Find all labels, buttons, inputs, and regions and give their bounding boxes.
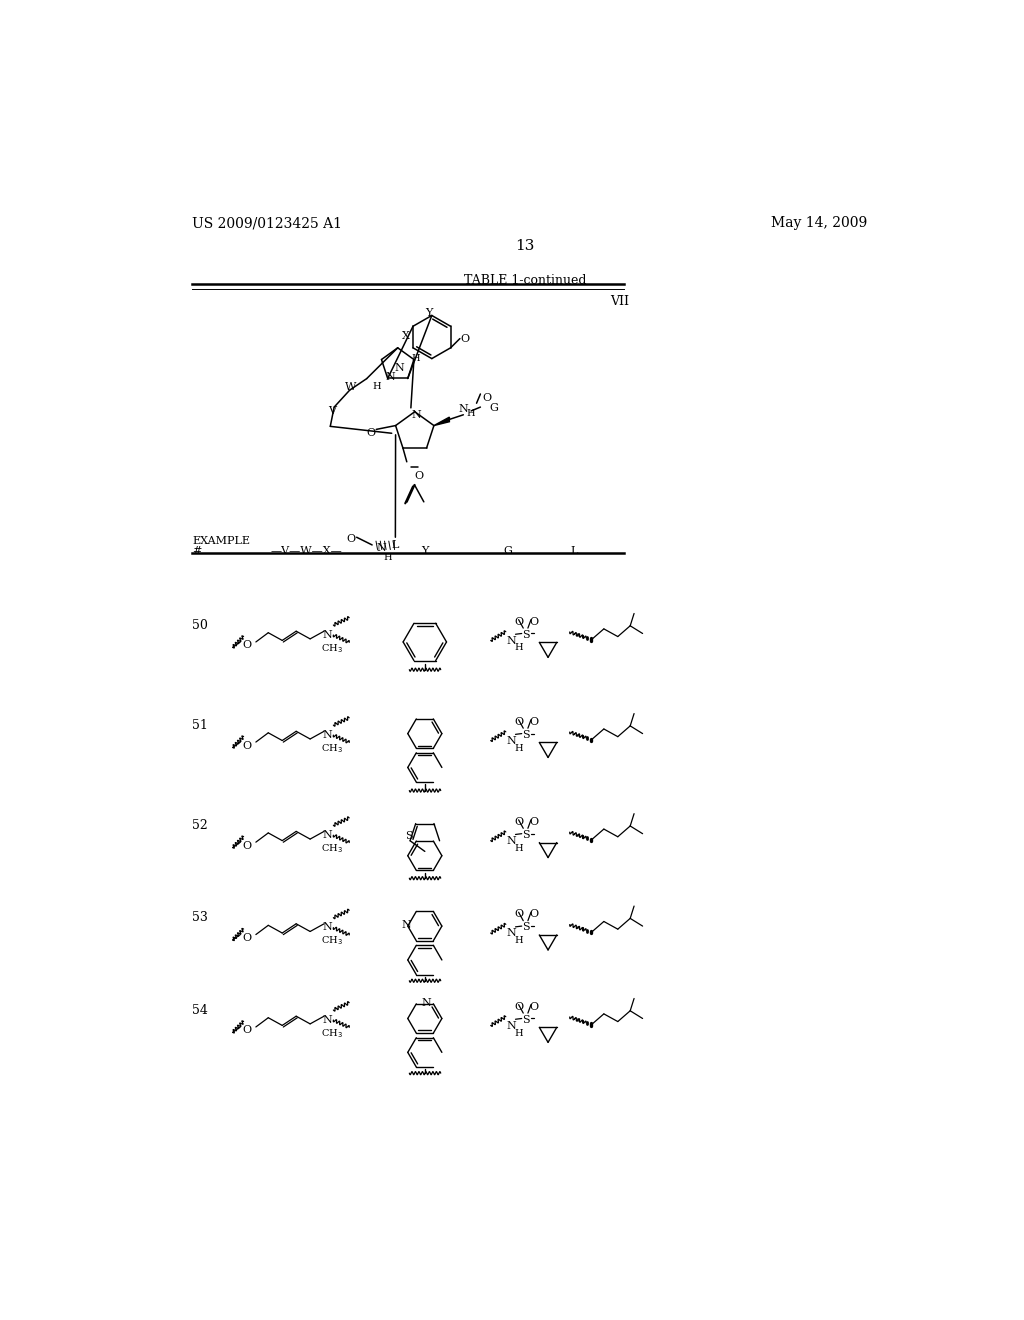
Text: O: O (482, 393, 492, 403)
Text: CH$_3$: CH$_3$ (321, 642, 343, 655)
Text: N: N (506, 836, 516, 846)
Text: O: O (346, 535, 355, 544)
Text: N: N (506, 928, 516, 939)
Text: CH$_3$: CH$_3$ (321, 935, 343, 948)
Text: N: N (376, 544, 386, 553)
Text: N: N (323, 1015, 332, 1024)
Text: H: H (514, 843, 522, 853)
Text: CH$_3$: CH$_3$ (321, 742, 343, 755)
Text: N: N (323, 630, 332, 640)
Text: O: O (367, 428, 375, 438)
Text: EXAMPLE: EXAMPLE (193, 536, 250, 545)
Text: S: S (521, 830, 529, 840)
Text: CH$_3$: CH$_3$ (321, 1027, 343, 1040)
Text: N: N (385, 372, 395, 383)
Text: S: S (521, 923, 529, 932)
Text: N: N (323, 730, 332, 739)
Text: H: H (514, 644, 522, 652)
Text: H: H (412, 354, 420, 363)
Text: —V—W—X—: —V—W—X— (270, 545, 342, 556)
Text: 13: 13 (515, 239, 535, 253)
Text: 53: 53 (193, 911, 208, 924)
Text: O: O (242, 640, 251, 651)
Text: N: N (412, 411, 422, 420)
Text: O: O (514, 616, 523, 627)
Text: O: O (529, 817, 539, 826)
Text: S: S (521, 630, 529, 640)
Text: O: O (514, 717, 523, 726)
Text: H: H (514, 743, 522, 752)
Text: N: N (459, 404, 468, 414)
Text: X: X (402, 330, 411, 341)
Text: L: L (570, 545, 578, 556)
Text: US 2009/0123425 A1: US 2009/0123425 A1 (193, 216, 342, 230)
Text: S: S (521, 730, 529, 739)
Text: L: L (391, 540, 399, 549)
Text: O: O (529, 717, 539, 726)
Text: N: N (506, 737, 516, 746)
Text: May 14, 2009: May 14, 2009 (771, 216, 867, 230)
Text: V: V (328, 405, 336, 416)
Text: O: O (461, 334, 470, 345)
Text: N: N (506, 1020, 516, 1031)
Text: N: N (323, 923, 332, 932)
Text: N: N (506, 636, 516, 645)
Text: O: O (529, 909, 539, 919)
Polygon shape (434, 417, 450, 425)
Text: 52: 52 (193, 818, 208, 832)
Text: G: G (489, 403, 499, 413)
Text: CH$_3$: CH$_3$ (321, 842, 343, 855)
Text: O: O (415, 471, 424, 480)
Text: O: O (514, 909, 523, 919)
Text: N: N (323, 830, 332, 840)
Text: O: O (242, 1026, 251, 1035)
Text: O: O (529, 616, 539, 627)
Text: VII: VII (610, 296, 629, 309)
Text: N: N (422, 998, 431, 1007)
Text: S: S (521, 1015, 529, 1024)
Text: #: # (193, 545, 202, 556)
Text: N: N (401, 920, 412, 929)
Text: Y: Y (425, 308, 432, 318)
Text: G: G (504, 545, 512, 556)
Text: H: H (384, 553, 392, 561)
Text: 50: 50 (193, 619, 208, 632)
Text: O: O (242, 841, 251, 850)
Text: Y: Y (421, 545, 428, 556)
Text: 51: 51 (193, 719, 208, 733)
Text: O: O (242, 933, 251, 942)
Text: H: H (467, 409, 475, 417)
Text: O: O (514, 817, 523, 826)
Text: S: S (406, 832, 413, 841)
Text: O: O (514, 1002, 523, 1011)
Text: H: H (514, 1028, 522, 1038)
Text: N: N (394, 363, 404, 374)
Text: O: O (529, 1002, 539, 1011)
Text: H: H (514, 936, 522, 945)
Text: W: W (345, 383, 356, 392)
Text: H: H (373, 381, 382, 391)
Text: TABLE 1-continued: TABLE 1-continued (464, 275, 586, 286)
Text: O: O (242, 741, 251, 751)
Text: 54: 54 (193, 1003, 208, 1016)
